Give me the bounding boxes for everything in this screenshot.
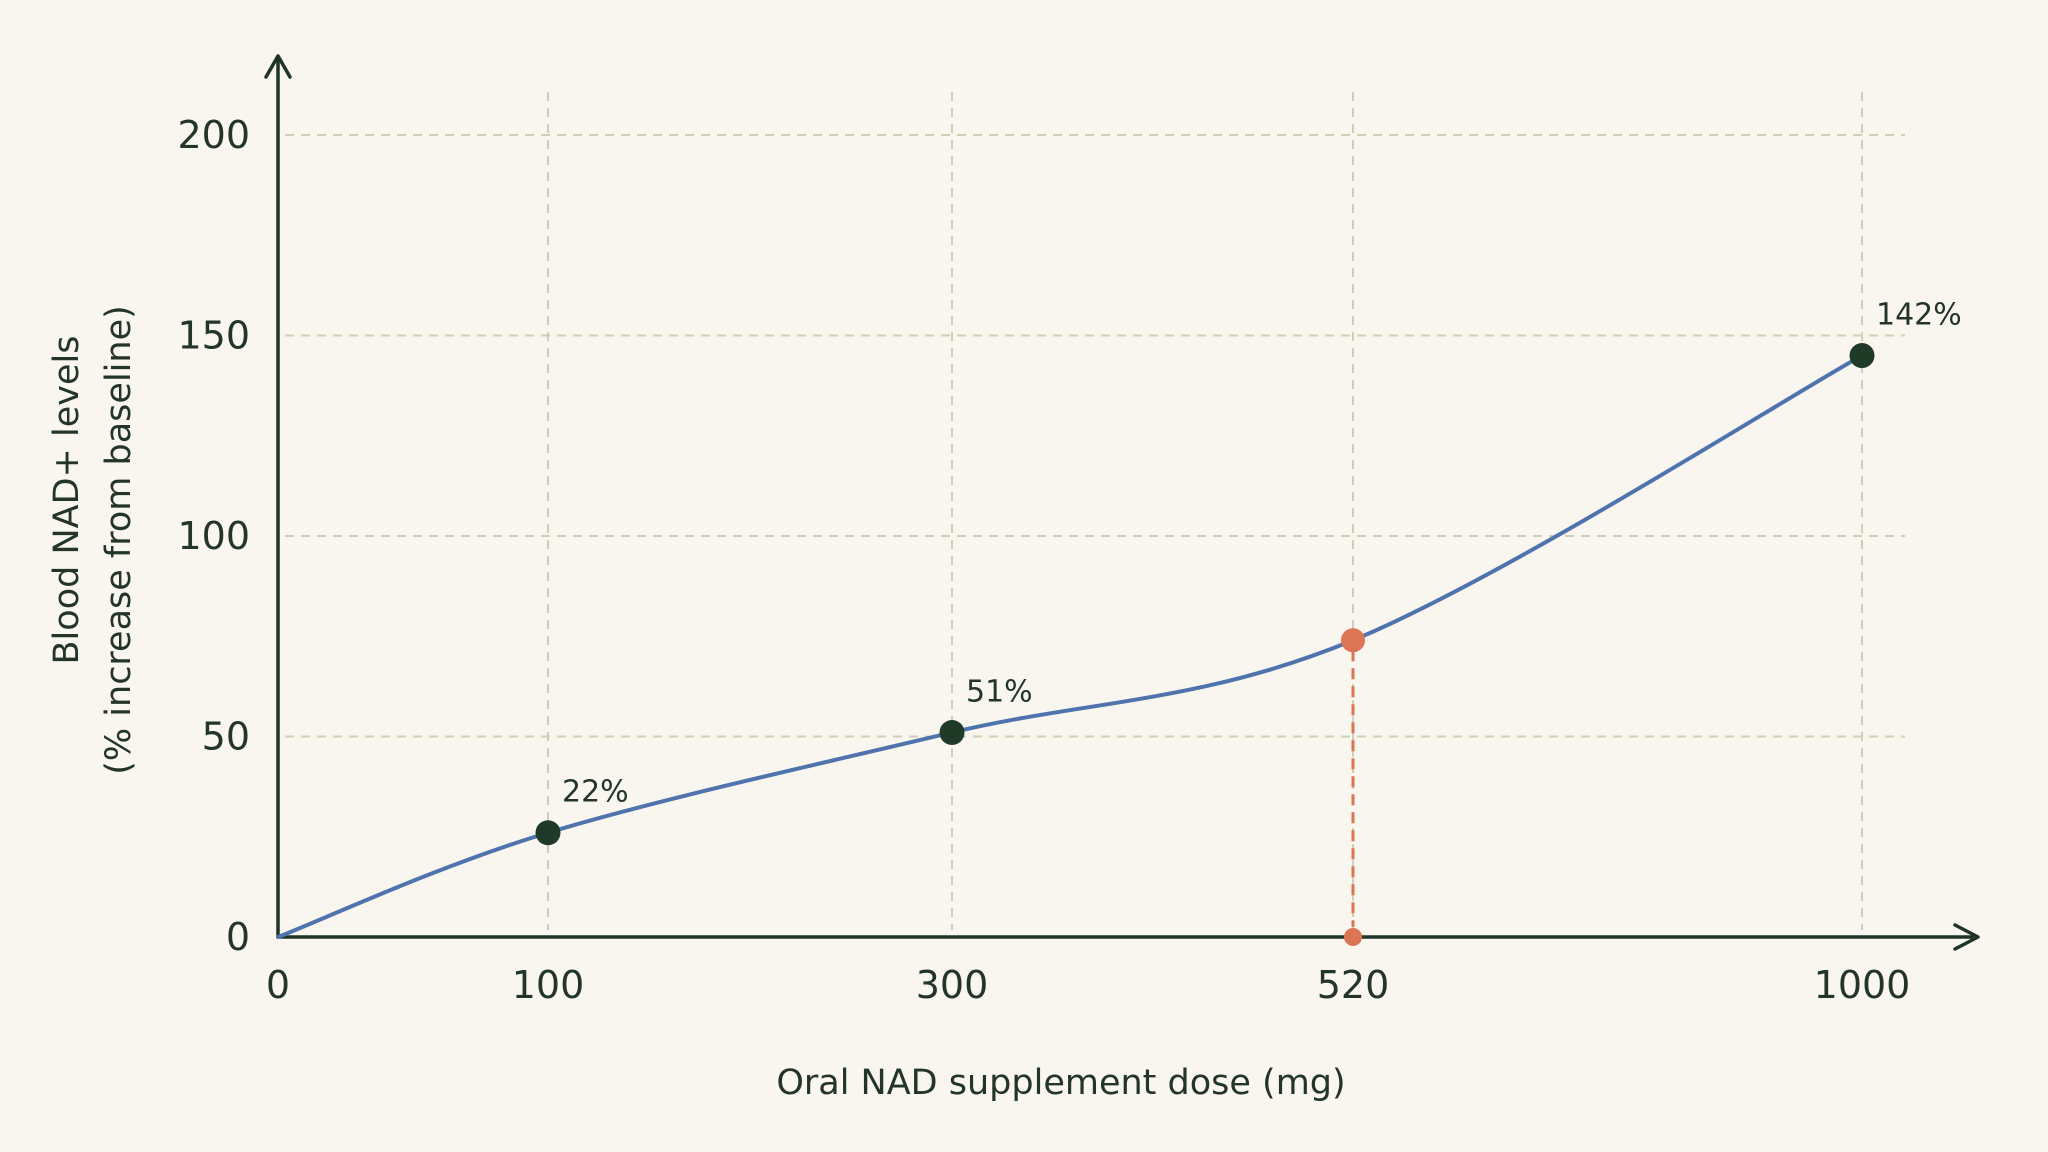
y-tick-label-200: 200 <box>177 113 250 157</box>
data-label-300: 51% <box>966 674 1033 709</box>
tick-labels: 0 50 100 150 200 0 100 300 520 1000 <box>177 113 1910 1007</box>
y-tick-label-150: 150 <box>177 314 250 358</box>
y-tick-label-50: 50 <box>202 715 250 759</box>
data-point-100 <box>535 820 561 846</box>
y-axis-subtitle: (% increase from baseline) <box>99 305 139 775</box>
data-points: 22% 51% 142% <box>535 298 1962 946</box>
x-axis-title: Oral NAD supplement dose (mg) <box>776 1063 1345 1103</box>
data-point-300 <box>939 719 965 745</box>
y-axis-title: Blood NAD+ levels <box>47 336 87 665</box>
x-tick-label-0: 0 <box>266 963 290 1007</box>
x-tick-label-520: 520 <box>1317 963 1390 1007</box>
data-point-1000 <box>1849 343 1875 369</box>
x-tick-label-1000: 1000 <box>1814 963 1911 1007</box>
series-line <box>276 353 1864 939</box>
highlight-axis-marker <box>1344 928 1362 946</box>
x-axis-arrow <box>1953 923 1980 951</box>
data-label-100: 22% <box>562 775 629 810</box>
grid <box>285 92 1905 930</box>
y-tick-label-100: 100 <box>177 514 250 558</box>
y-axis-arrow <box>264 54 292 79</box>
highlight-point <box>1341 628 1365 653</box>
y-tick-label-0: 0 <box>226 915 250 959</box>
x-tick-label-100: 100 <box>512 963 585 1007</box>
x-tick-label-300: 300 <box>916 963 989 1007</box>
series <box>276 353 1864 939</box>
axes <box>264 54 1980 951</box>
data-label-1000: 142% <box>1876 298 1962 333</box>
